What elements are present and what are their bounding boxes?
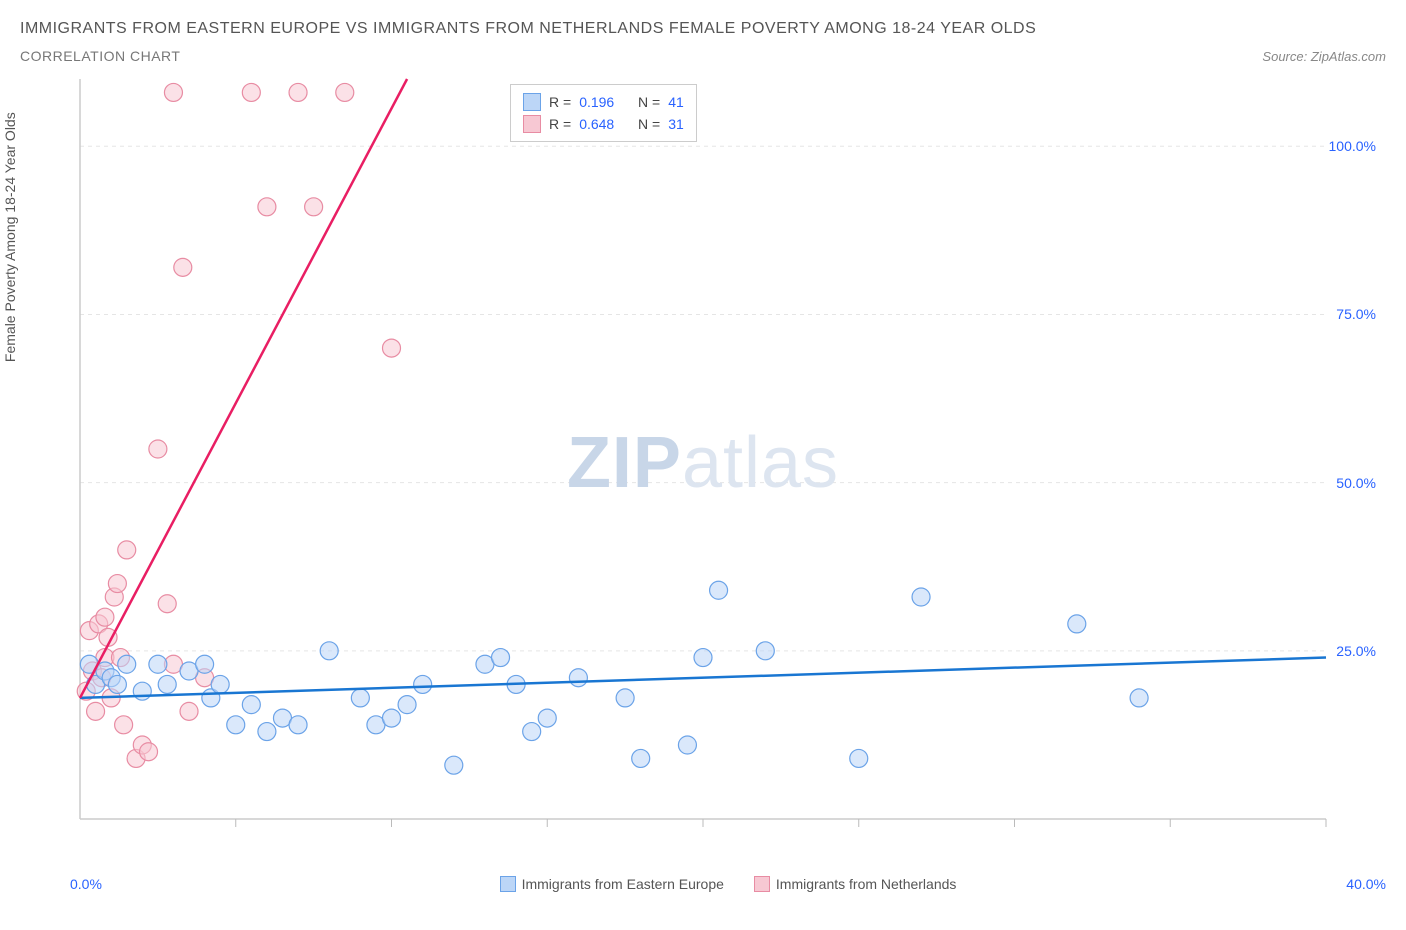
correlation-chart: IMMIGRANTS FROM EASTERN EUROPE VS IMMIGR… [20, 20, 1386, 884]
source-label: Source: [1262, 49, 1307, 64]
y-tick-label: 75.0% [1336, 306, 1376, 322]
y-tick-label: 50.0% [1336, 475, 1376, 491]
y-axis-label: Female Poverty Among 18-24 Year Olds [2, 112, 18, 362]
x-tick-min: 0.0% [70, 876, 102, 892]
stats-legend: R = 0.196 N = 41 R = 0.648 N = 31 [510, 84, 697, 142]
source-attribution: Source: ZipAtlas.com [1262, 49, 1386, 64]
legend-item-1: Immigrants from Eastern Europe [500, 876, 724, 892]
y-tick-label: 100.0% [1329, 138, 1376, 154]
stats-swatch-blue [523, 93, 541, 111]
legend-label-2: Immigrants from Netherlands [776, 876, 957, 892]
stats-row-series2: R = 0.648 N = 31 [523, 113, 684, 135]
y-tick-label: 25.0% [1336, 643, 1376, 659]
chart-title: IMMIGRANTS FROM EASTERN EUROPE VS IMMIGR… [20, 20, 1262, 38]
n-label: N = [638, 116, 660, 132]
r-label: R = [549, 94, 571, 110]
n-value-1: 41 [668, 94, 684, 110]
source-name: ZipAtlas.com [1311, 49, 1386, 64]
chart-header: IMMIGRANTS FROM EASTERN EUROPE VS IMMIGR… [20, 20, 1386, 64]
plot-area: Female Poverty Among 18-24 Year Olds ZIP… [20, 74, 1386, 884]
r-value-1: 0.196 [579, 94, 614, 110]
n-label: N = [638, 94, 660, 110]
legend-swatch-pink [754, 876, 770, 892]
legend-swatch-blue [500, 876, 516, 892]
r-label: R = [549, 116, 571, 132]
chart-svg [70, 74, 1386, 844]
legend-label-1: Immigrants from Eastern Europe [522, 876, 724, 892]
x-tick-max: 40.0% [1346, 876, 1386, 892]
n-value-2: 31 [668, 116, 684, 132]
legend-item-2: Immigrants from Netherlands [754, 876, 957, 892]
x-axis-legend: 0.0% Immigrants from Eastern Europe Immi… [70, 876, 1386, 892]
chart-subtitle: CORRELATION CHART [20, 48, 1262, 64]
r-value-2: 0.648 [579, 116, 614, 132]
stats-swatch-pink [523, 115, 541, 133]
stats-row-series1: R = 0.196 N = 41 [523, 91, 684, 113]
